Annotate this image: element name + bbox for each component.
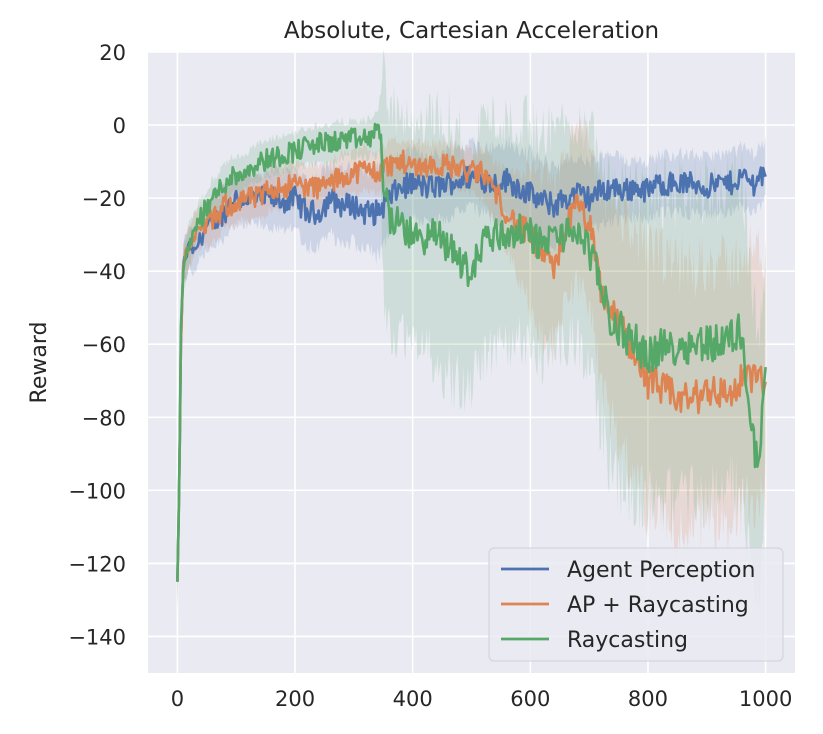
x-tick-label: 1000 bbox=[739, 687, 792, 711]
y-tick-label: −120 bbox=[68, 552, 126, 576]
y-tick-label: 0 bbox=[113, 114, 126, 138]
legend-label-raycasting: Raycasting bbox=[567, 628, 688, 653]
y-tick-label: −140 bbox=[68, 625, 126, 649]
x-tick-label: 800 bbox=[628, 687, 668, 711]
chart-title: Absolute, Cartesian Acceleration bbox=[284, 18, 659, 44]
series-line-ap-raycasting bbox=[176, 149, 767, 582]
x-tick-label: 600 bbox=[510, 687, 550, 711]
legend-box bbox=[488, 547, 784, 662]
legend-label-ap-raycasting: AP + Raycasting bbox=[567, 593, 749, 618]
y-tick-label: −80 bbox=[82, 406, 126, 430]
y-tick-label: −60 bbox=[82, 333, 126, 357]
x-tick-label: 0 bbox=[171, 687, 184, 711]
x-tick-label: 200 bbox=[275, 687, 315, 711]
band-ap-raycasting bbox=[177, 116, 766, 609]
series-line-raycasting bbox=[176, 122, 767, 582]
x-tick-label: 400 bbox=[393, 687, 433, 711]
y-axis-label: Reward bbox=[27, 322, 52, 404]
y-tick-label: −100 bbox=[68, 479, 126, 503]
tick-labels: 0 200 400 600 800 1000200−20−40−60−80−100−120… bbox=[68, 41, 792, 711]
y-tick-label: 20 bbox=[99, 41, 126, 65]
y-tick-label: −40 bbox=[82, 260, 126, 284]
legend: Agent Perception AP + Raycasting Raycastin… bbox=[488, 547, 784, 662]
y-tick-label: −20 bbox=[82, 187, 126, 211]
legend-label-agent-perception: Agent Perception bbox=[567, 558, 755, 583]
series-lines bbox=[176, 122, 767, 582]
